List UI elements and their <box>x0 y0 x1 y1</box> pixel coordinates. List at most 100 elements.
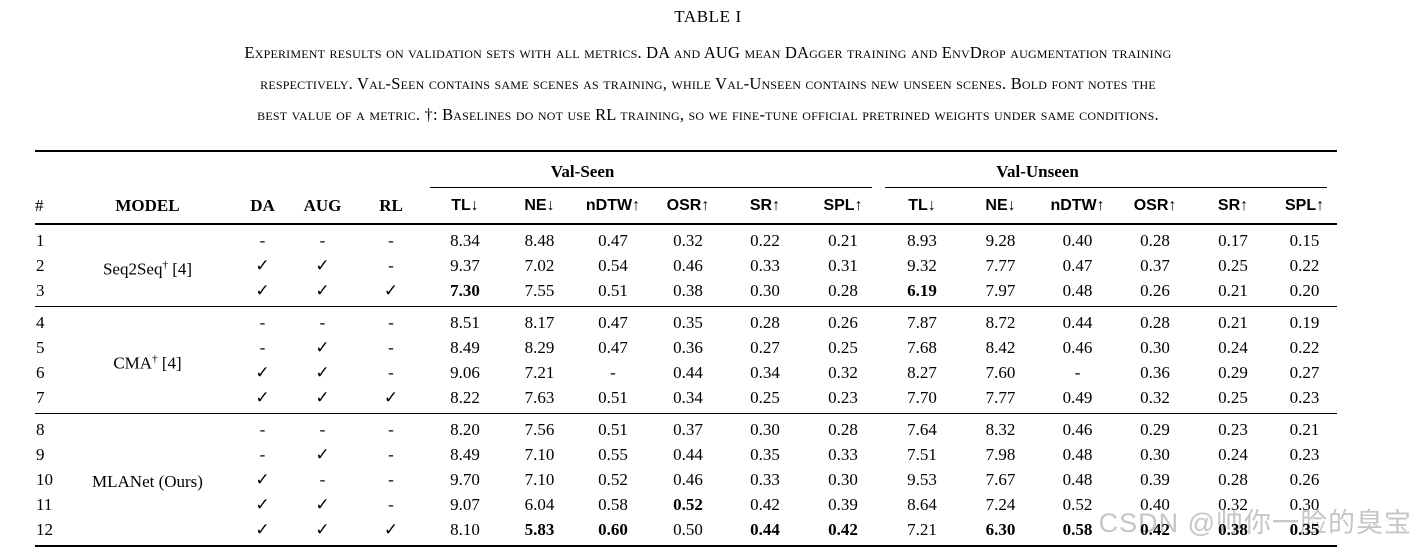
val-seen-metric-cell: 0.22 <box>750 231 780 250</box>
table-row: 2 ✓ ✓ - 9.37 7.02 0.54 0.46 0.33 0.31 9.32 7.77 0.47… <box>35 253 1337 278</box>
val-seen-metric-cell: 0.28 <box>828 281 858 300</box>
rl-cell: ✓ <box>383 281 399 300</box>
val-seen-metric-cell: 0.28 <box>726 306 804 335</box>
val-seen-metric-cell: 7.02 <box>524 256 555 275</box>
val-seen-metric-cell: 0.46 <box>673 256 703 275</box>
val-seen-metric-cell: 0.54 <box>598 256 628 275</box>
table-caption: Experiment results on validation sets wi… <box>0 37 1416 130</box>
rl-cell: - <box>388 256 394 275</box>
table-row: 1 Seq2Seq† [4] - - - 8.34 8.48 0.47 0.32 0.22 0.21… <box>35 224 1337 278</box>
col-header-seen-spl: SPL↑ <box>804 188 883 225</box>
val-seen-metric-cell: 0.26 <box>804 306 883 335</box>
model-cell: MLANet (Ours) <box>60 413 235 546</box>
val-seen-metric-cell: 7.21 <box>524 363 555 382</box>
val-seen-metric-cell: 0.37 <box>650 413 726 442</box>
val-unseen-metric-cell: - <box>1074 363 1081 382</box>
rl-cell: - <box>388 338 394 357</box>
val-unseen-metric-cell: 9.53 <box>907 470 937 489</box>
val-seen-metric-cell: 6.04 <box>524 495 555 514</box>
val-seen-metric-cell: 0.34 <box>750 363 780 382</box>
val-unseen-metric-cell: 0.27 <box>1289 363 1320 382</box>
val-seen-metric-cell: 8.22 <box>450 388 480 407</box>
dagger-superscript: † <box>152 353 158 366</box>
col-header-rl: RL <box>355 188 427 225</box>
aug-cell: ✓ <box>315 520 330 539</box>
val-unseen-metric-cell: 8.64 <box>907 495 937 514</box>
val-seen-metric-cell: 9.70 <box>450 470 480 489</box>
val-seen-metric-cell: 8.17 <box>503 306 576 335</box>
da-cell: - <box>259 231 266 250</box>
row-number-cell: 7 <box>36 388 45 407</box>
val-unseen-metric-cell: 8.32 <box>962 413 1040 442</box>
val-unseen-metric-cell: 7.77 <box>985 256 1016 275</box>
val-unseen-metric-cell: 0.23 <box>1289 388 1320 407</box>
da-cell: ✓ <box>255 281 270 300</box>
val-seen-metric-cell: 0.35 <box>750 445 780 464</box>
table-row: 7 ✓ ✓ ✓ 8.22 7.63 0.51 0.34 0.25 0.23 7.70 7.77 0.49… <box>35 385 1337 414</box>
rl-cell: - <box>388 231 394 250</box>
da-cell: - <box>259 338 266 357</box>
aug-cell: - <box>290 306 355 335</box>
val-seen-metric-cell: 0.31 <box>828 256 858 275</box>
val-seen-metric-cell: 0.33 <box>828 445 858 464</box>
val-unseen-metric-cell: 0.24 <box>1218 338 1248 357</box>
val-seen-metric-cell: 5.83 <box>524 520 555 539</box>
val-unseen-metric-cell: 0.40 <box>1062 231 1093 250</box>
val-unseen-metric-cell: 0.46 <box>1039 413 1117 442</box>
val-unseen-metric-cell: 7.60 <box>985 363 1016 382</box>
val-seen-label: Val-Seen <box>550 162 615 181</box>
row-number-cell: 11 <box>36 495 53 514</box>
table-row: 11 ✓ ✓ - 9.07 6.04 0.58 0.52 0.42 0.39 8.64 7.24 0.5… <box>35 492 1337 517</box>
val-unseen-label: Val-Unseen <box>996 162 1079 181</box>
group-header-val-unseen: Val-Unseen <box>882 151 1337 188</box>
val-unseen-metric-cell: 0.49 <box>1062 388 1093 407</box>
val-seen-metric-cell: 7.55 <box>524 281 555 300</box>
table-row: 4 CMA† [4] - - -8.51 8.17 0.47 0.35 0.28 0.26 7.87… <box>35 306 1338 414</box>
val-unseen-metric-cell: 0.48 <box>1062 445 1093 464</box>
val-seen-metric-cell: 8.48 <box>524 231 555 250</box>
val-unseen-metric-cell: 0.19 <box>1272 306 1338 335</box>
rl-cell: ✓ <box>383 388 399 407</box>
col-header-unseen-tl: TL↓ <box>882 188 963 225</box>
val-unseen-metric-cell: 7.67 <box>985 470 1016 489</box>
val-seen-metric-cell: 0.58 <box>598 495 628 514</box>
col-header-unseen-ne: NE↓ <box>962 188 1040 225</box>
aug-cell: ✓ <box>315 445 330 464</box>
val-seen-metric-cell: 8.49 <box>450 338 480 357</box>
val-seen-metric-cell: 0.50 <box>673 520 703 539</box>
val-seen-metric-cell: 0.42 <box>828 520 858 539</box>
row-number-cell: 10 <box>36 470 53 489</box>
results-table: Val-Seen Val-Unseen # MODEL DA AUG RL TL… <box>35 150 1338 547</box>
col-header-seen-tl: TL↓ <box>427 188 503 225</box>
val-seen-metric-cell: 7.30 <box>450 281 480 300</box>
caption-line-1: Experiment results on validation sets wi… <box>244 43 1172 62</box>
val-unseen-metric-cell: 0.28 <box>1218 470 1248 489</box>
da-cell: ✓ <box>255 470 270 489</box>
val-seen-metric-cell: 0.51 <box>598 388 628 407</box>
val-seen-metric-cell: 7.63 <box>524 388 555 407</box>
val-seen-metric-cell: 0.47 <box>598 231 628 250</box>
table-row: 12 ✓ ✓ ✓ 8.10 5.83 0.60 0.50 0.44 0.42 7.21 6.30 0.5… <box>35 517 1337 546</box>
val-unseen-rule <box>885 187 1328 188</box>
dagger-superscript: † <box>162 258 168 271</box>
model-cell: CMA† [4] <box>60 306 235 414</box>
val-seen-metric-cell: 8.10 <box>450 520 480 539</box>
rl-cell: - <box>355 413 427 442</box>
val-seen-metric-cell: 0.30 <box>726 413 804 442</box>
table-row: 9 - ✓ - 8.49 7.10 0.55 0.44 0.35 0.33 7.51 7.98 0.48… <box>35 442 1337 467</box>
val-unseen-metric-cell: 0.37 <box>1140 256 1170 275</box>
table-row: 10 ✓ - - 9.70 7.10 0.52 0.46 0.33 0.30 9.53 7.67 0.4… <box>35 467 1337 492</box>
val-seen-metric-cell: 0.46 <box>673 470 703 489</box>
val-unseen-metric-cell: 0.21 <box>1194 306 1273 335</box>
val-unseen-metric-cell: 6.19 <box>907 281 937 300</box>
table-row: 6 ✓ ✓ - 9.06 7.21 - 0.44 0.34 0.32 8.27 7.60 - 0.36 0.… <box>35 360 1337 385</box>
val-unseen-metric-cell: 8.27 <box>907 363 937 382</box>
val-seen-rule <box>430 187 873 188</box>
aug-cell: - <box>319 470 326 489</box>
val-unseen-metric-cell: 8.72 <box>962 306 1040 335</box>
val-unseen-metric-cell: 7.87 <box>882 306 963 335</box>
rl-cell: - <box>355 306 427 335</box>
row-number-cell: 6 <box>36 363 45 382</box>
val-seen-metric-cell: 0.30 <box>750 281 780 300</box>
